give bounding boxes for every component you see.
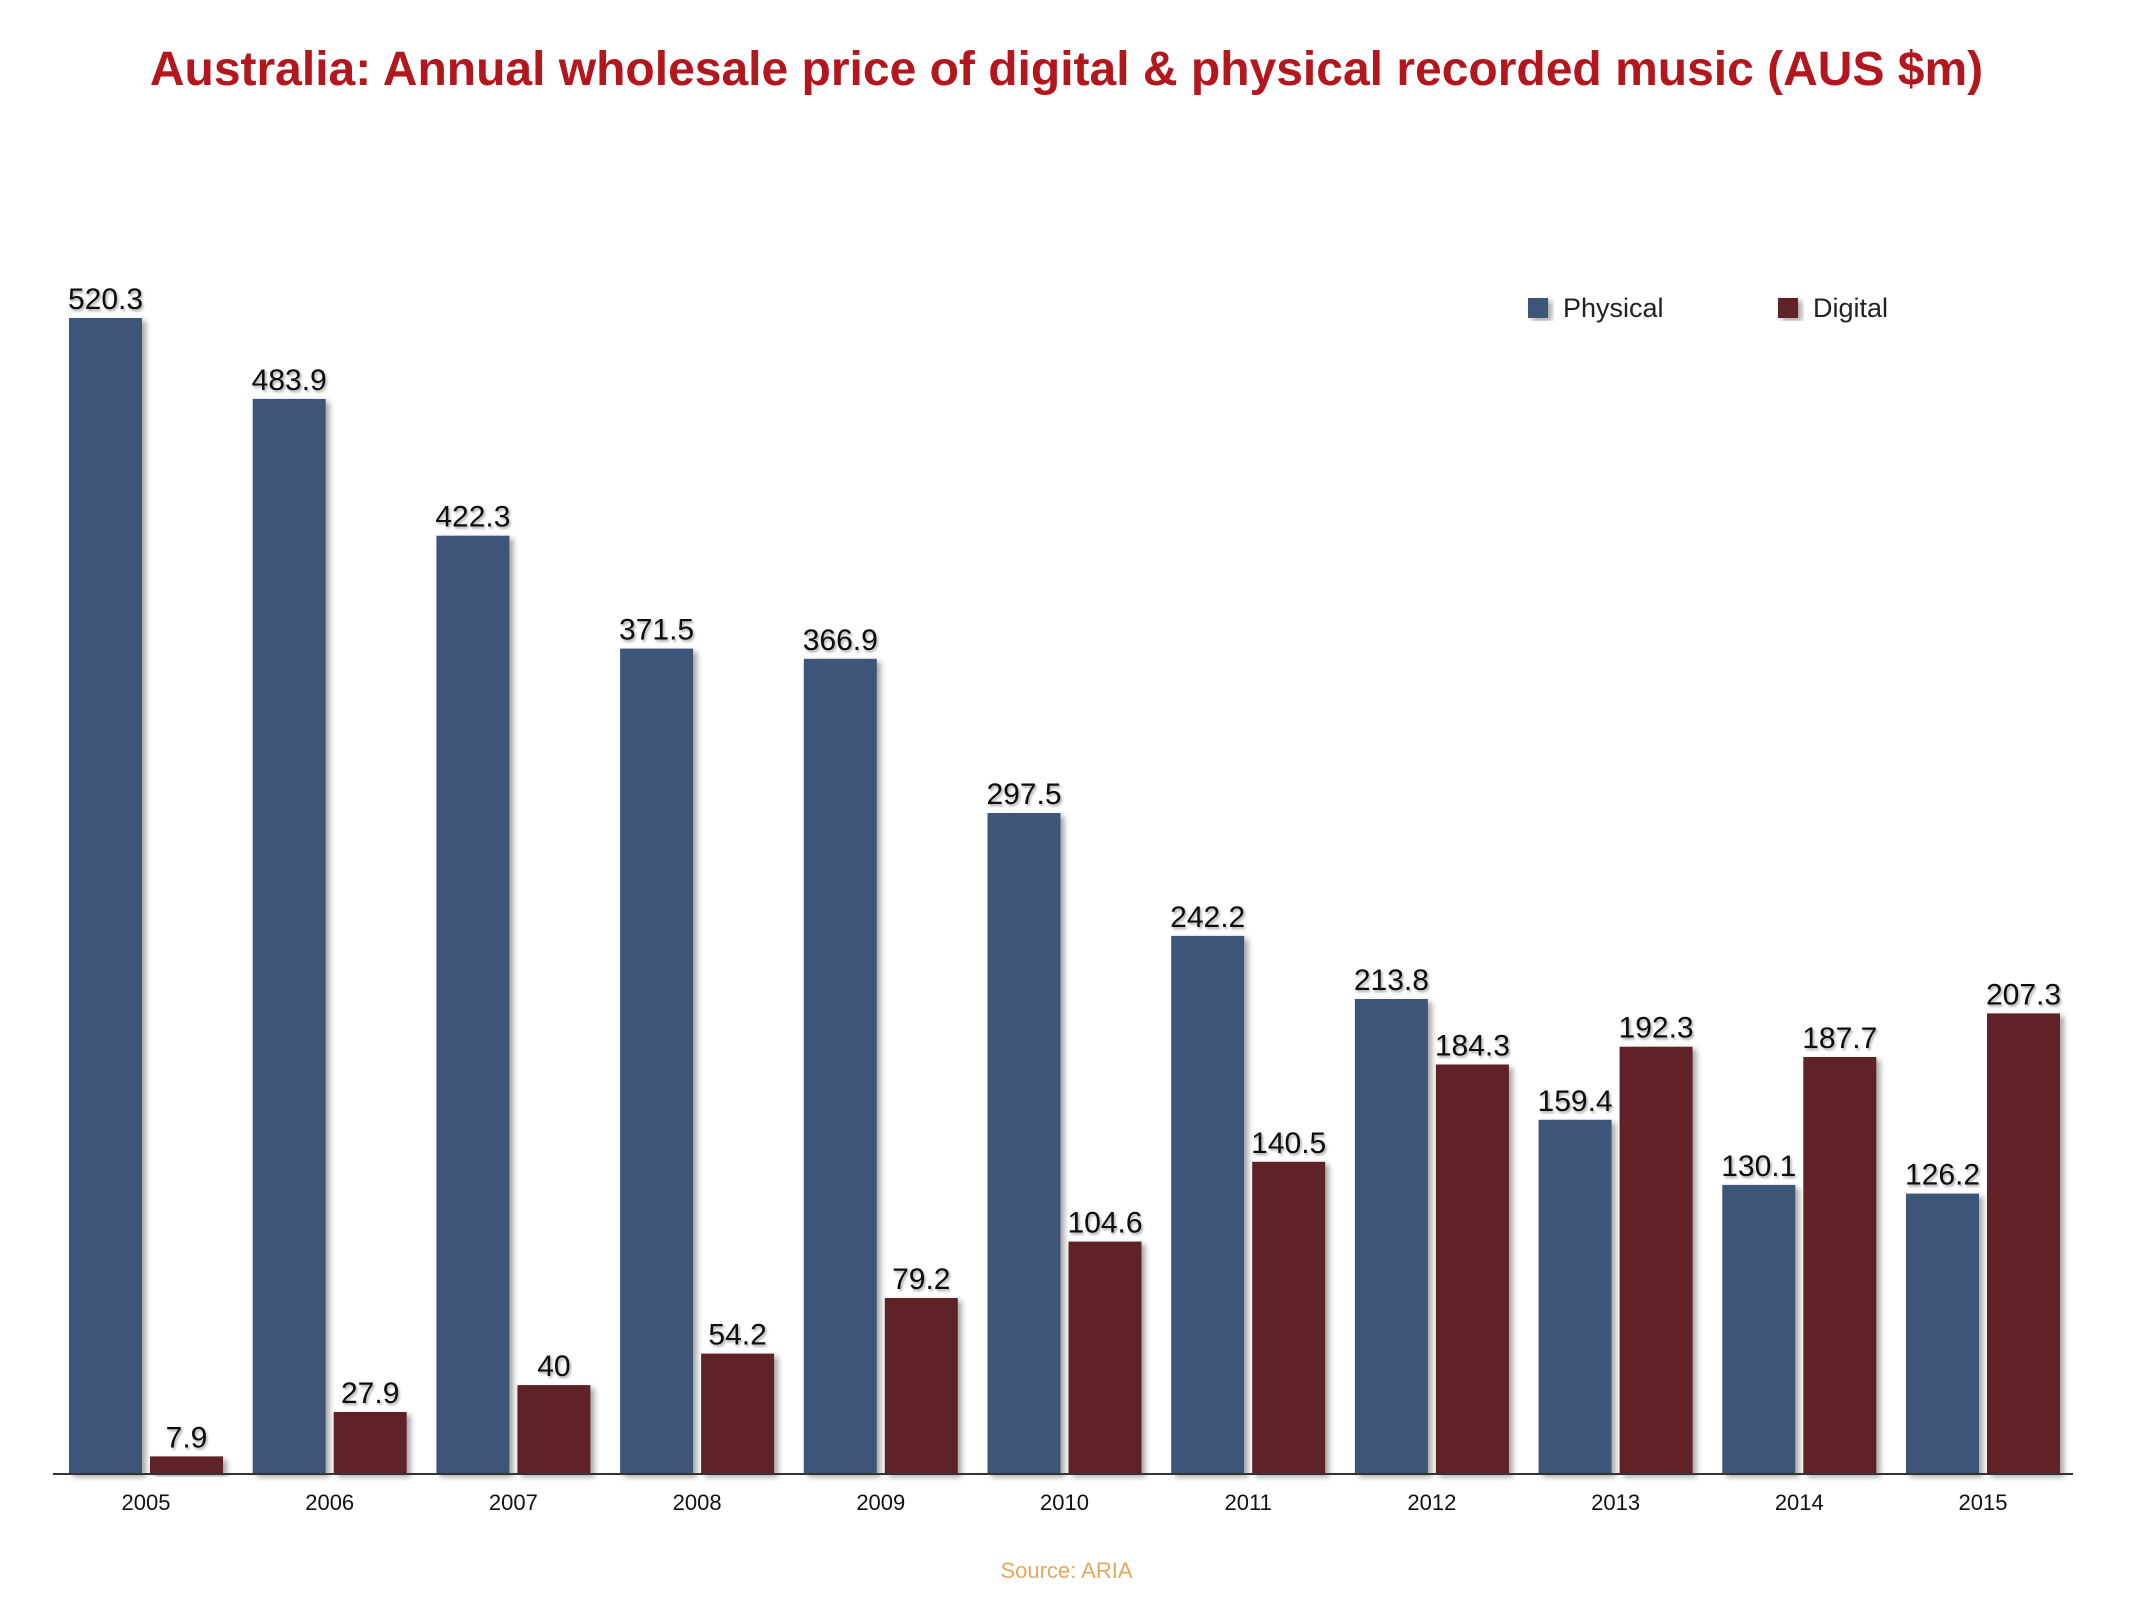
bar-digital-2005 xyxy=(150,1456,223,1474)
data-label-physical-2013: 159.4 xyxy=(1538,1085,1613,1118)
bar-physical-2011 xyxy=(1171,935,1245,1474)
bar-physical-2010 xyxy=(987,813,1061,1474)
x-tick-label-2006: 2006 xyxy=(305,1490,354,1515)
x-tick-label-2014: 2014 xyxy=(1775,1490,1824,1515)
bar-digital-2014 xyxy=(1803,1057,1877,1474)
data-label-physical-2010: 297.5 xyxy=(986,778,1061,811)
bars-layer xyxy=(69,318,2060,1474)
data-label-physical-2009: 366.9 xyxy=(803,624,878,657)
data-label-digital-2014: 187.7 xyxy=(1802,1022,1877,1055)
bar-physical-2005 xyxy=(69,318,142,1474)
data-label-digital-2008: 54.2 xyxy=(708,1319,766,1352)
legend-swatch-digital xyxy=(1778,298,1798,318)
bar-digital-2006 xyxy=(333,1412,407,1474)
bar-physical-2008 xyxy=(620,648,694,1474)
data-labels-layer: 520.3 7.9 483.9 27.9 422.3 40 371.5 54.2 366.9 79… xyxy=(68,283,2061,1454)
data-label-digital-2015: 207.3 xyxy=(1986,978,2061,1011)
chart-title: Australia: Annual wholesale price of dig… xyxy=(149,43,1984,96)
bar-digital-2015 xyxy=(1987,1013,2060,1474)
data-label-digital-2007: 40 xyxy=(537,1350,570,1383)
data-label-digital-2009: 79.2 xyxy=(892,1263,950,1296)
x-tick-label-2010: 2010 xyxy=(1040,1490,1089,1515)
bar-physical-2013 xyxy=(1538,1119,1612,1474)
bar-digital-2010 xyxy=(1068,1241,1142,1474)
bar-physical-2015 xyxy=(1906,1193,1979,1474)
data-label-digital-2010: 104.6 xyxy=(1067,1207,1142,1240)
data-label-physical-2015: 126.2 xyxy=(1905,1159,1980,1192)
bar-physical-2009 xyxy=(803,658,877,1474)
bar-physical-2006 xyxy=(252,398,326,1474)
x-tick-label-2005: 2005 xyxy=(122,1490,171,1515)
data-label-digital-2011: 140.5 xyxy=(1251,1127,1326,1160)
bar-physical-2012 xyxy=(1354,999,1428,1474)
data-label-physical-2005: 520.3 xyxy=(68,283,143,316)
bar-digital-2009 xyxy=(884,1298,958,1474)
data-label-physical-2006: 483.9 xyxy=(252,364,327,397)
x-tick-label-2009: 2009 xyxy=(856,1490,905,1515)
bar-digital-2013 xyxy=(1619,1046,1693,1474)
x-tick-label-2008: 2008 xyxy=(673,1490,722,1515)
bar-digital-2008 xyxy=(701,1353,775,1474)
data-label-physical-2012: 213.8 xyxy=(1354,964,1429,997)
legend: Physical Digital xyxy=(1528,293,1888,323)
legend-swatch-physical xyxy=(1528,298,1548,318)
data-label-physical-2008: 371.5 xyxy=(619,614,694,647)
x-tick-labels: 2005 2006 2007 2008 2009 2010 2011 2012 2013 2014… xyxy=(122,1490,2008,1515)
bar-digital-2012 xyxy=(1435,1064,1509,1474)
data-label-physical-2014: 130.1 xyxy=(1721,1150,1796,1183)
x-tick-label-2011: 2011 xyxy=(1225,1490,1272,1515)
data-label-digital-2012: 184.3 xyxy=(1435,1030,1510,1063)
data-label-physical-2011: 242.2 xyxy=(1170,901,1245,934)
data-label-digital-2013: 192.3 xyxy=(1619,1012,1694,1045)
chart-source-note: Source: ARIA xyxy=(1000,1558,1133,1583)
x-tick-label-2007: 2007 xyxy=(489,1490,538,1515)
bar-digital-2011 xyxy=(1252,1161,1326,1474)
x-tick-label-2015: 2015 xyxy=(1959,1490,2008,1515)
bar-physical-2007 xyxy=(436,535,510,1474)
data-label-digital-2005: 7.9 xyxy=(166,1421,208,1454)
legend-label-physical: Physical xyxy=(1563,293,1664,323)
data-label-physical-2007: 422.3 xyxy=(435,501,510,534)
data-label-digital-2006: 27.9 xyxy=(341,1377,399,1410)
x-tick-label-2012: 2012 xyxy=(1407,1490,1456,1515)
bar-digital-2007 xyxy=(517,1385,591,1474)
x-tick-label-2013: 2013 xyxy=(1591,1490,1640,1515)
legend-label-digital: Digital xyxy=(1813,293,1888,323)
bar-physical-2014 xyxy=(1722,1184,1796,1474)
